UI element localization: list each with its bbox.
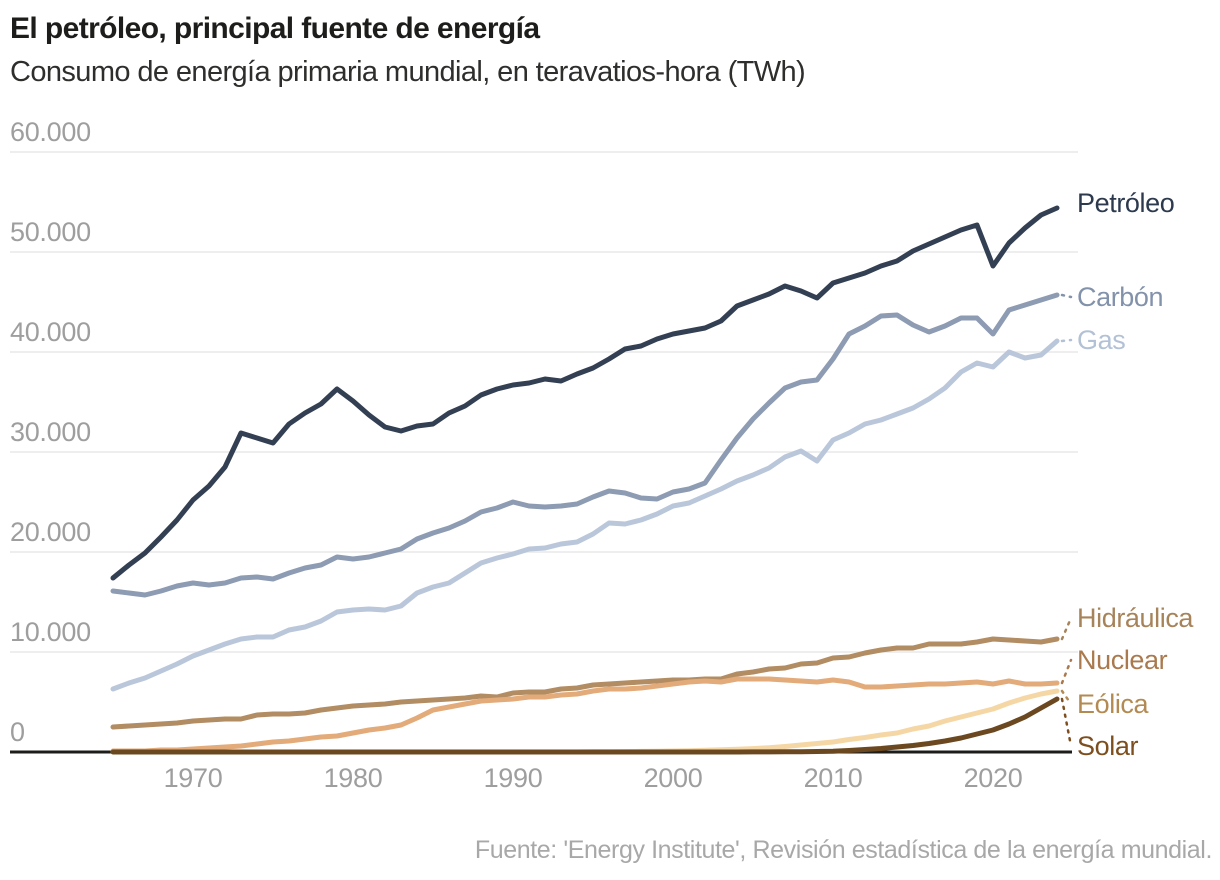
leader-line-solar	[1060, 697, 1073, 748]
y-tick-40.000: 40.000	[10, 317, 91, 347]
series-line-gas	[110, 338, 1060, 692]
x-tick-2010: 2010	[803, 763, 863, 793]
series-label-gas: Gas	[1077, 325, 1126, 355]
y-tick-10.000: 10.000	[10, 617, 91, 647]
series-line-hidraulica	[110, 636, 1060, 730]
x-tick-1990: 1990	[483, 763, 543, 793]
leader-line-gas	[1060, 338, 1073, 343]
series-line-carbon	[110, 292, 1060, 598]
y-tick-50.000: 50.000	[10, 217, 91, 247]
series-label-nuclear: Nuclear	[1077, 645, 1168, 675]
x-tick-2020: 2020	[963, 763, 1023, 793]
y-tick-60.000: 60.000	[10, 117, 91, 147]
leader-line-carbon	[1060, 293, 1073, 299]
chart-title: El petróleo, principal fuente de energía	[10, 12, 540, 45]
series-label-eolica: Eólica	[1077, 689, 1149, 719]
x-tick-1980: 1980	[323, 763, 383, 793]
series-label-carbon: Carbón	[1077, 282, 1164, 312]
series-label-petroleo: Petróleo	[1077, 188, 1175, 218]
series-label-solar: Solar	[1077, 731, 1139, 761]
source-note: Fuente: 'Energy Institute', Revisión est…	[474, 836, 1213, 864]
series-label-hidraulica: Hidráulica	[1077, 603, 1194, 633]
y-tick-0: 0	[10, 717, 25, 747]
leader-line-hidraulica	[1060, 616, 1073, 641]
y-tick-30.000: 30.000	[10, 417, 91, 447]
y-tick-20.000: 20.000	[10, 517, 91, 547]
x-tick-1970: 1970	[163, 763, 223, 793]
leader-line-nuclear	[1060, 658, 1073, 685]
series-line-petroleo	[110, 205, 1060, 581]
x-tick-2000: 2000	[643, 763, 703, 793]
series-line-solar	[110, 696, 1060, 755]
chart-subtitle: Consumo de energía primaria mundial, en …	[10, 56, 806, 88]
series-line-nuclear	[110, 676, 1060, 754]
leader-line-eolica	[1060, 689, 1073, 706]
